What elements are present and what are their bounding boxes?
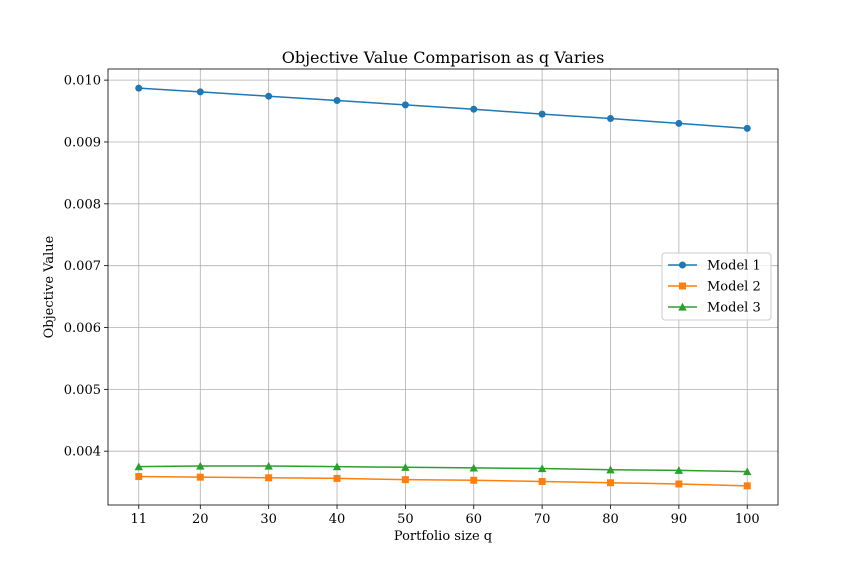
y-tick-label: 0.005 [64, 383, 101, 398]
data-point-model-1 [401, 101, 409, 109]
data-point-model-2 [675, 480, 683, 488]
plot-area-frame [107, 68, 779, 506]
data-point-model-3 [537, 464, 547, 473]
x-tick-label: 80 [602, 512, 619, 527]
series-line-model-2 [138, 475, 748, 487]
series-model-1 [135, 84, 751, 132]
series-model-2 [135, 473, 751, 490]
data-point-model-1 [470, 105, 478, 113]
data-point-model-2 [135, 473, 143, 481]
y-tick-label: 0.009 [64, 135, 101, 150]
legend-item-model-1: Model 1 [668, 259, 761, 274]
x-tick-label: 50 [397, 512, 414, 527]
legend-box [661, 252, 772, 321]
data-point-model-3 [332, 462, 342, 471]
data-point-model-3 [401, 463, 410, 471]
data-point-model-2 [401, 476, 409, 484]
y-tick-label: 0.010 [64, 74, 101, 89]
series-model-3 [134, 461, 752, 476]
series-line-model-1 [138, 87, 748, 130]
legend-marker-model-1 [679, 261, 686, 269]
data-point-model-3 [606, 465, 615, 474]
x-tick-label: 20 [192, 512, 209, 527]
data-point-model-1 [265, 92, 273, 100]
x-tick-label: 30 [260, 512, 277, 527]
y-axis-label: Objective Value [42, 235, 57, 338]
x-tick-label: 90 [671, 512, 688, 527]
legend: Model 1 Model 2 Model 3 [661, 252, 772, 321]
data-point-model-2 [333, 474, 341, 482]
x-tick-label: 70 [534, 512, 551, 527]
data-point-model-1 [196, 88, 204, 96]
data-point-model-3 [196, 461, 205, 470]
data-point-model-2 [265, 474, 273, 482]
legend-marker-model-2 [679, 282, 686, 290]
series-group [134, 84, 752, 490]
x-tick-label: 60 [465, 512, 482, 527]
data-point-model-3 [674, 466, 684, 474]
data-point-model-1 [538, 110, 546, 118]
data-point-model-1 [743, 124, 751, 132]
data-point-model-1 [675, 119, 683, 127]
legend-label-model-1: Model 1 [707, 259, 761, 274]
x-axis-label: Portfolio size q [394, 529, 492, 544]
legend-label-model-3: Model 3 [707, 301, 761, 316]
legend-marker-model-3 [678, 302, 687, 311]
y-tick-label: 0.008 [64, 197, 101, 212]
data-point-model-2 [607, 479, 614, 487]
x-tick-label: 40 [329, 512, 346, 527]
x-tick-label: 11 [130, 512, 147, 527]
data-point-model-1 [607, 114, 614, 122]
y-tick-label: 0.004 [64, 445, 101, 460]
data-point-model-2 [743, 482, 751, 490]
series-line-model-3 [138, 465, 748, 473]
chart-title: Objective Value Comparison as q Varies [282, 48, 605, 67]
data-point-model-1 [333, 97, 341, 105]
y-tick-label: 0.007 [64, 259, 101, 274]
legend-item-model-3: Model 3 [668, 301, 761, 316]
data-point-model-3 [134, 462, 143, 471]
data-point-model-1 [135, 84, 143, 92]
data-point-model-2 [470, 476, 478, 484]
y-tick-label: 0.006 [64, 321, 101, 336]
data-point-model-2 [538, 477, 546, 485]
data-point-model-3 [743, 467, 752, 476]
legend-item-model-2: Model 2 [668, 280, 761, 295]
axis-ticks: 11 20 30 40 50 60 70 80 90 100 0.004 0.005 0.006 0.00… [64, 74, 760, 527]
data-point-model-2 [196, 473, 204, 481]
data-point-model-3 [264, 461, 273, 470]
data-point-model-3 [469, 463, 478, 472]
x-tick-label: 100 [735, 512, 760, 527]
legend-label-model-2: Model 2 [707, 280, 761, 295]
